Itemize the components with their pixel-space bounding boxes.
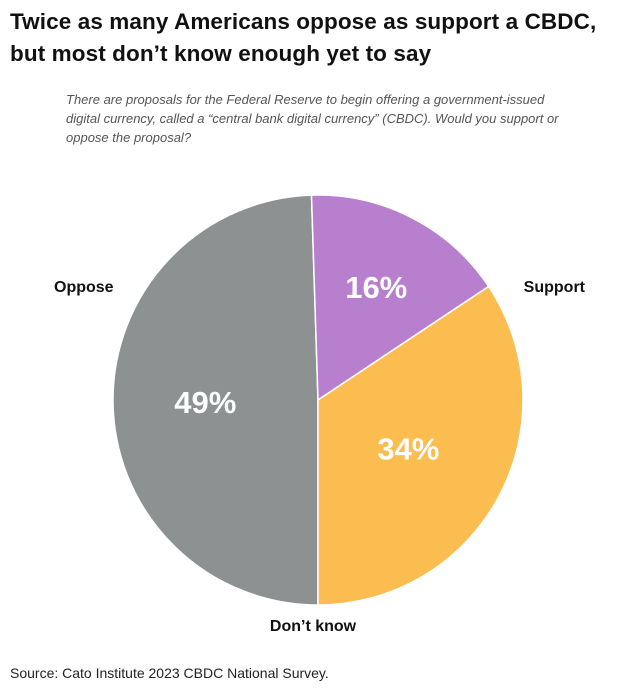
- pie-slice-oppose: [317, 285, 524, 606]
- pie-slice-don-t-know: [112, 194, 319, 606]
- slice-value-label: 49%: [174, 385, 236, 420]
- pie-slice-support: [310, 194, 490, 402]
- source-note: Source: Cato Institute 2023 CBDC Nationa…: [10, 665, 329, 681]
- slice-value-label: 16%: [345, 270, 407, 305]
- slice-category-label: Oppose: [54, 279, 114, 296]
- slice-category-label: Don’t know: [270, 618, 357, 635]
- chart-subtitle-question: There are proposals for the Federal Rese…: [66, 92, 559, 145]
- chart-title: Twice as many Americans oppose as suppor…: [10, 9, 597, 66]
- slice-category-label: Support: [524, 279, 586, 296]
- slice-value-label: 34%: [377, 431, 439, 466]
